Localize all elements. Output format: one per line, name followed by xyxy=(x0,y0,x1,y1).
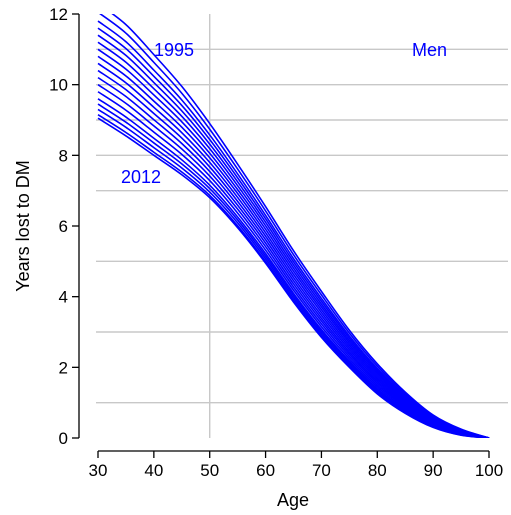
series-line-2007 xyxy=(97,91,490,438)
x-tick-label: 40 xyxy=(144,461,163,480)
grid-lines xyxy=(96,14,508,438)
x-tick-label: 70 xyxy=(312,461,331,480)
annotation-men: Men xyxy=(412,40,447,60)
y-tick-label: 6 xyxy=(59,217,68,236)
series-line-2002 xyxy=(97,55,490,438)
y-tick-label: 2 xyxy=(59,358,68,377)
y-tick-label: 0 xyxy=(59,429,68,448)
y-axis-label: Years lost to DM xyxy=(13,160,33,291)
series-line-2012 xyxy=(97,117,490,438)
x-tick-label: 90 xyxy=(424,461,443,480)
x-tick-label: 60 xyxy=(256,461,275,480)
y-tick-label: 4 xyxy=(59,288,68,307)
series-lines xyxy=(97,14,490,438)
series-line-1999 xyxy=(97,34,490,438)
series-line-1996 xyxy=(99,14,490,438)
y-tick-label: 12 xyxy=(49,5,68,24)
x-tick-label: 30 xyxy=(89,461,108,480)
series-line-1998 xyxy=(97,27,490,438)
x-tick-label: 50 xyxy=(200,461,219,480)
x-tick-label: 80 xyxy=(368,461,387,480)
x-tick-label: 100 xyxy=(475,461,503,480)
series-line-2006 xyxy=(97,84,490,438)
annotation-2012: 2012 xyxy=(121,167,161,187)
series-line-2001 xyxy=(97,48,490,438)
series-line-2000 xyxy=(97,41,490,438)
series-line-1995 xyxy=(111,14,490,438)
y-tick-label: 8 xyxy=(59,146,68,165)
y-tick-label: 10 xyxy=(49,76,68,95)
x-axis-label: Age xyxy=(277,490,309,510)
annotation-1995: 1995 xyxy=(154,40,194,60)
series-line-1997 xyxy=(97,20,490,438)
axes: 0 2 4 6 8 10 12 30 40 50 60 70 80 90 100 xyxy=(49,5,503,480)
